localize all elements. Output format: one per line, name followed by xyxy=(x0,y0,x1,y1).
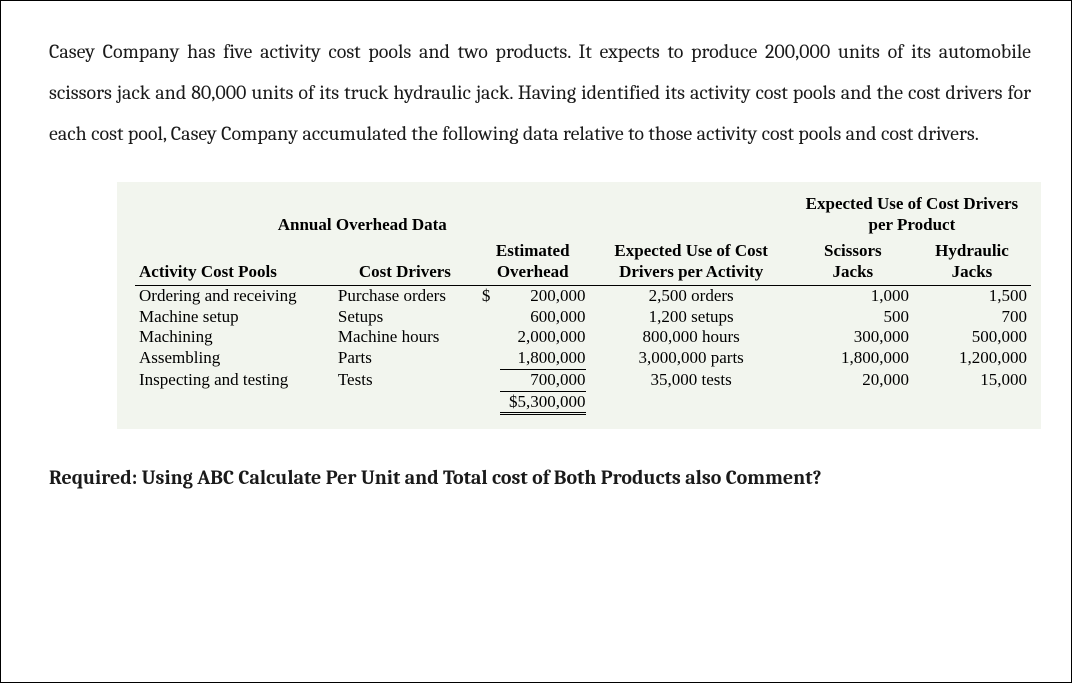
total-row: $5,300,000 xyxy=(135,391,1031,416)
cell-overhead: 700,000 xyxy=(476,369,590,391)
cell-overhead: 1,800,000 xyxy=(476,348,590,369)
col-activity-pools: Activity Cost Pools xyxy=(135,241,334,285)
cell-scissors: 1,800,000 xyxy=(793,348,913,369)
cell-pool: Machine setup xyxy=(135,307,334,328)
column-header-row: Activity Cost Pools Cost Drivers Estimat… xyxy=(135,241,1031,285)
cell-pool: Inspecting and testing xyxy=(135,369,334,391)
table-row: MachiningMachine hours2,000,000800,000 h… xyxy=(135,327,1031,348)
cell-scissors: 300,000 xyxy=(793,327,913,348)
cell-driver: Parts xyxy=(334,348,476,369)
col-hydraulic-jacks: HydraulicJacks xyxy=(913,241,1031,285)
cell-driver: Setups xyxy=(334,307,476,328)
cell-driver: Tests xyxy=(334,369,476,391)
col-cost-drivers: Cost Drivers xyxy=(334,241,476,285)
cell-activity: 35,000 tests xyxy=(590,369,793,391)
cell-overhead: 600,000 xyxy=(476,307,590,328)
cell-overhead: $200,000 xyxy=(476,285,590,306)
intro-paragraph: Casey Company has five activity cost poo… xyxy=(49,31,1031,154)
cell-pool: Ordering and receiving xyxy=(135,285,334,306)
cell-scissors: 500 xyxy=(793,307,913,328)
cell-hydraulic: 700 xyxy=(913,307,1031,328)
cell-pool: Machining xyxy=(135,327,334,348)
cell-driver: Machine hours xyxy=(334,327,476,348)
col-estimated-overhead: EstimatedOverhead xyxy=(476,241,590,285)
cell-activity: 1,200 setups xyxy=(590,307,793,328)
table-row: AssemblingParts1,800,0003,000,000 parts1… xyxy=(135,348,1031,369)
cell-driver: Purchase orders xyxy=(334,285,476,306)
page-frame: Casey Company has five activity cost poo… xyxy=(0,0,1072,683)
header-annual-overhead: Annual Overhead Data xyxy=(135,194,590,241)
cell-scissors: 1,000 xyxy=(793,285,913,306)
header-expected-use: Expected Use of Cost Drivers per Product xyxy=(793,194,1031,241)
cell-pool: Assembling xyxy=(135,348,334,369)
cost-pool-table: Annual Overhead Data Expected Use of Cos… xyxy=(135,194,1031,415)
table-row: Ordering and receivingPurchase orders$20… xyxy=(135,285,1031,306)
cell-hydraulic: 1,200,000 xyxy=(913,348,1031,369)
cell-scissors: 20,000 xyxy=(793,369,913,391)
table-row: Inspecting and testingTests700,00035,000… xyxy=(135,369,1031,391)
cell-activity: 800,000 hours xyxy=(590,327,793,348)
super-header-row: Annual Overhead Data Expected Use of Cos… xyxy=(135,194,1031,241)
col-expected-activity: Expected Use of CostDrivers per Activity xyxy=(590,241,793,285)
table-row: Machine setupSetups600,0001,200 setups50… xyxy=(135,307,1031,328)
total-overhead: $5,300,000 xyxy=(476,391,590,416)
cell-hydraulic: 500,000 xyxy=(913,327,1031,348)
cell-overhead: 2,000,000 xyxy=(476,327,590,348)
data-table-container: Annual Overhead Data Expected Use of Cos… xyxy=(117,182,1041,429)
cell-hydraulic: 15,000 xyxy=(913,369,1031,391)
cell-activity: 3,000,000 parts xyxy=(590,348,793,369)
required-question: Required: Using ABC Calculate Per Unit a… xyxy=(49,463,1031,493)
cell-activity: 2,500 orders xyxy=(590,285,793,306)
col-scissors-jacks: ScissorsJacks xyxy=(793,241,913,285)
cell-hydraulic: 1,500 xyxy=(913,285,1031,306)
